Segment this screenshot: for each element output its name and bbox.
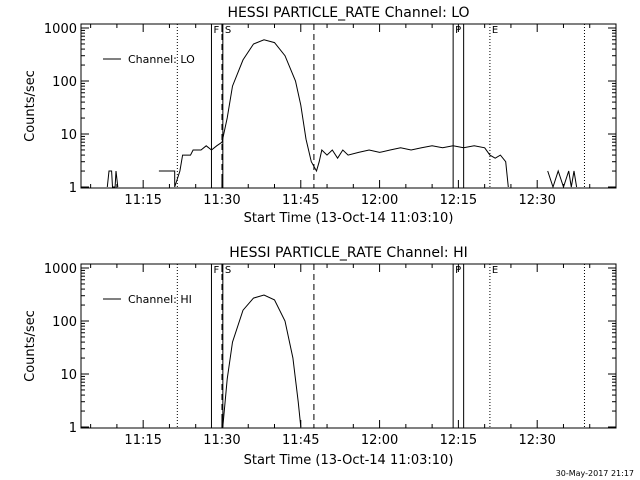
y-tick-label: 10	[60, 368, 77, 383]
y-tick-label: 1	[69, 421, 77, 436]
event-marker-label: S	[225, 265, 231, 276]
series-line	[547, 169, 578, 188]
x-tick-label: 11:45	[282, 193, 319, 208]
plot-frame	[80, 263, 617, 429]
x-tick-label: 12:15	[440, 193, 477, 208]
y-tick-label: 10	[60, 128, 77, 143]
event-marker-label: E	[492, 265, 498, 276]
x-tick-label: 11:15	[124, 433, 161, 448]
y-axis-label: Counts/sec	[23, 70, 38, 142]
y-tick-label: 1000	[44, 22, 77, 37]
x-tick-label: 12:30	[518, 193, 555, 208]
chart-panel-lo: HESSI PARTICLE_RATE Channel: LO 1 10 100 100…	[23, 5, 617, 226]
x-tick-label: 12:30	[518, 433, 555, 448]
series-line	[222, 294, 302, 428]
legend-label: Channel: LO	[128, 53, 195, 66]
x-tick-label: 11:45	[282, 433, 319, 448]
plot-frame	[80, 23, 617, 189]
y-tick-label: 1	[69, 181, 77, 196]
x-tick-label: 11:30	[203, 433, 240, 448]
x-tick-label: 11:15	[124, 193, 161, 208]
series-line	[158, 39, 509, 188]
series-line	[106, 170, 119, 188]
x-tick-label: 12:15	[440, 433, 477, 448]
timestamp: 30-May-2017 21:17	[555, 469, 634, 478]
x-axis-label: Start Time (13-Oct-14 11:03:10)	[244, 453, 454, 468]
chart-title: HESSI PARTICLE_RATE Channel: LO	[227, 5, 469, 21]
event-marker-label: S	[225, 25, 231, 36]
y-tick-label: 100	[52, 315, 77, 330]
event-marker-label: P	[455, 265, 461, 276]
y-axis-label: Counts/sec	[23, 310, 38, 382]
x-tick-label: 12:00	[361, 193, 398, 208]
y-tick-label: 1000	[44, 262, 77, 277]
y-tick-label: 100	[52, 75, 77, 90]
x-axis-label: Start Time (13-Oct-14 11:03:10)	[244, 211, 454, 226]
x-tick-label: 11:30	[203, 193, 240, 208]
event-marker-label: P	[455, 25, 461, 36]
x-tick-label: 12:00	[361, 433, 398, 448]
chart-title: HESSI PARTICLE_RATE Channel: HI	[229, 245, 467, 261]
chart-panel-hi: HESSI PARTICLE_RATE Channel: HI 1 10 100 100…	[23, 245, 617, 468]
event-marker-label: F	[213, 265, 219, 276]
event-marker-label: E	[492, 25, 498, 36]
event-marker-label: F	[213, 25, 219, 36]
legend-label: Channel: HI	[128, 293, 192, 306]
